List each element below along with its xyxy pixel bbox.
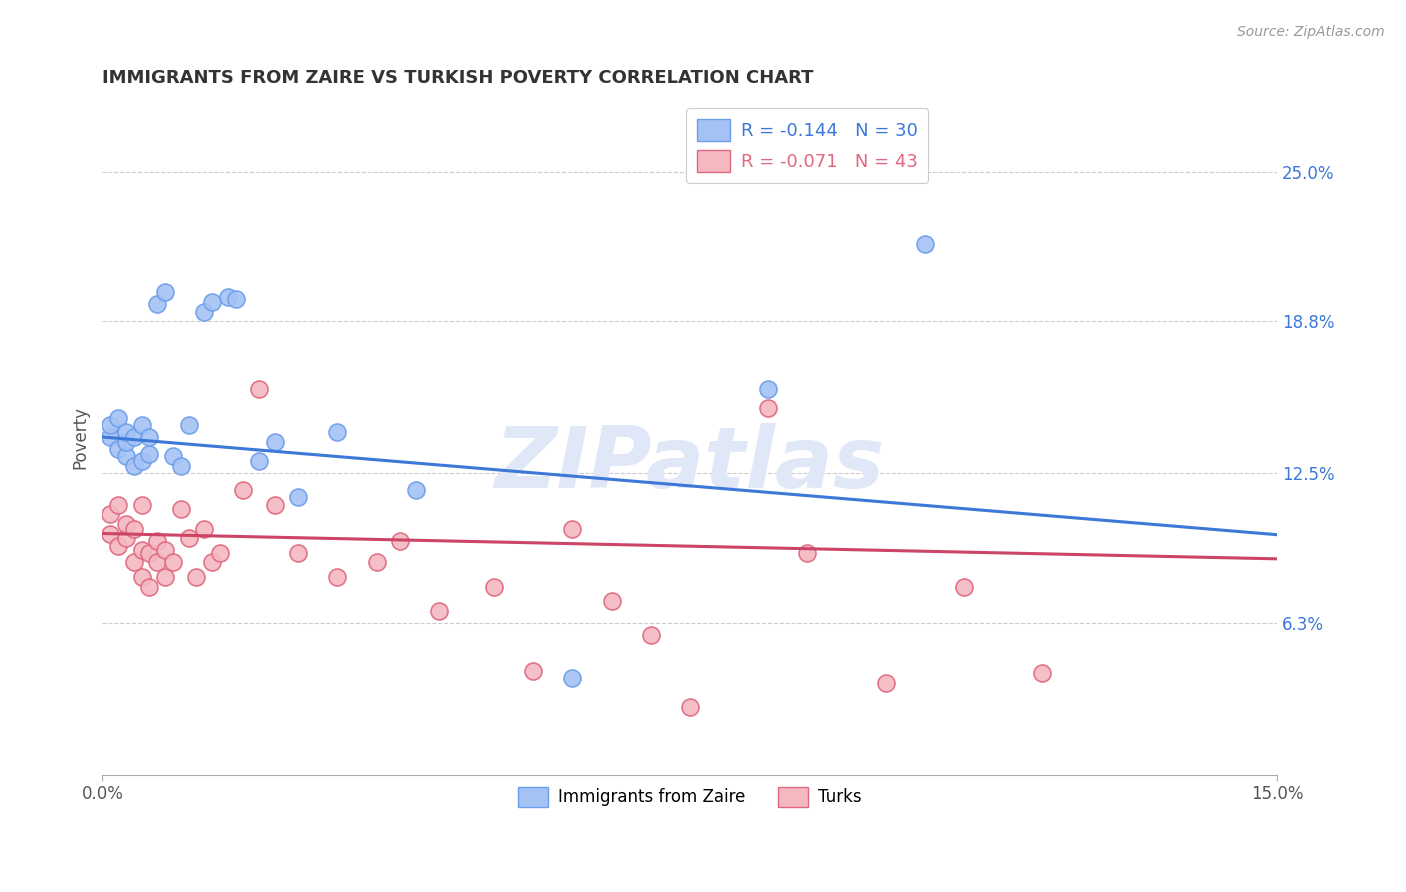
Point [287,491,309,505]
Point [146,533,169,548]
Point [122,556,145,570]
Point [107,498,129,512]
Point [98,507,121,521]
Point [170,502,193,516]
Point [561,522,583,536]
Point [98,526,121,541]
Legend: Immigrants from Zaire, Turks: Immigrants from Zaire, Turks [510,780,869,814]
Point [482,580,505,594]
Point [796,546,818,560]
Text: ZIPatlas: ZIPatlas [495,423,884,506]
Point [756,382,779,396]
Text: IMMIGRANTS FROM ZAIRE VS TURKISH POVERTY CORRELATION CHART: IMMIGRANTS FROM ZAIRE VS TURKISH POVERTY… [103,69,814,87]
Point [131,543,153,558]
Point [366,556,388,570]
Point [162,450,184,464]
Point [875,676,897,690]
Point [122,522,145,536]
Point [287,546,309,560]
Point [600,594,623,608]
Point [107,539,129,553]
Point [186,570,208,584]
Point [131,498,153,512]
Point [193,522,215,536]
Y-axis label: Poverty: Poverty [72,406,89,468]
Point [107,410,129,425]
Point [131,570,153,584]
Point [138,546,160,560]
Point [98,430,121,444]
Point [177,532,200,546]
Point [153,543,176,558]
Point [217,290,239,304]
Point [115,532,138,546]
Point [122,458,145,473]
Point [914,237,936,252]
Point [115,450,138,464]
Point [153,570,176,584]
Point [115,425,138,440]
Point [247,382,270,396]
Point [201,556,224,570]
Point [153,285,176,300]
Point [326,570,349,584]
Point [146,556,169,570]
Point [122,430,145,444]
Point [522,664,544,678]
Point [107,442,129,456]
Point [193,304,215,318]
Point [679,700,702,714]
Point [177,417,200,432]
Point [232,483,254,497]
Point [98,417,121,432]
Point [405,483,427,497]
Point [389,533,412,548]
Point [170,458,193,473]
Text: Source: ZipAtlas.com: Source: ZipAtlas.com [1237,25,1385,39]
Point [146,297,169,311]
Point [201,294,224,309]
Point [225,293,247,307]
Point [756,401,779,415]
Point [326,425,349,440]
Point [561,671,583,685]
Point [115,516,138,531]
Point [138,580,160,594]
Point [263,434,285,449]
Point [162,556,184,570]
Point [427,604,450,618]
Point [131,454,153,468]
Point [953,580,976,594]
Point [208,546,231,560]
Point [1031,666,1053,681]
Point [138,430,160,444]
Point [247,454,270,468]
Point [131,417,153,432]
Point [640,628,662,642]
Point [138,447,160,461]
Point [263,498,285,512]
Point [115,434,138,449]
